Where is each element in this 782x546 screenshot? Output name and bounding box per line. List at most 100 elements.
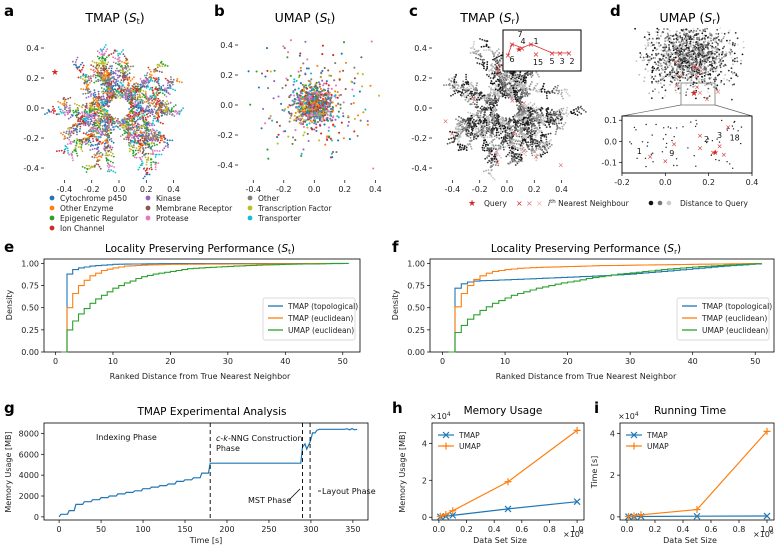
panel-a-point <box>76 131 78 134</box>
panel-a-point <box>145 85 148 88</box>
panel-b-point <box>304 84 307 87</box>
panel-a-point <box>64 145 67 147</box>
panel-b-point <box>350 80 353 83</box>
panel-a-point <box>82 74 85 77</box>
panel-b-point <box>332 54 335 57</box>
panel-a-point <box>164 77 167 80</box>
panel-b-point <box>309 108 312 111</box>
panel-a-point <box>143 175 146 178</box>
panel-b-point <box>306 126 309 129</box>
panel-b-point <box>302 100 305 104</box>
panel-a-point <box>82 78 84 80</box>
panel-a-point <box>86 118 89 120</box>
panel-a-point <box>89 102 91 105</box>
panel-a-point <box>79 146 82 148</box>
panel-a-ytick-label: -0.4 <box>23 164 39 173</box>
panel-a-point <box>81 115 83 118</box>
panel-a-point <box>105 50 107 53</box>
panel-b-point <box>327 126 331 129</box>
panel-a-point <box>101 100 103 102</box>
panel-c-point <box>500 142 503 145</box>
panel-b-point <box>310 112 313 116</box>
panel-c-point <box>477 129 480 131</box>
panel-a-point <box>110 99 113 102</box>
panel-a-point <box>122 121 125 124</box>
panel-b-point <box>266 148 269 151</box>
panel-a-point <box>118 92 120 94</box>
panel-a-point <box>86 113 89 115</box>
panel-a-point <box>155 87 157 90</box>
panel-a-point <box>117 58 120 60</box>
panel-c-point <box>558 111 561 113</box>
panel-a-point <box>75 150 77 153</box>
panel-a-point <box>102 96 105 98</box>
panel-a-point <box>115 80 118 83</box>
legend-label-9: Ion Channel <box>60 224 105 233</box>
panel-a-point <box>136 126 138 129</box>
panel-b-point <box>293 94 296 97</box>
panel-a-point <box>70 114 73 116</box>
panel-a-point <box>159 106 162 108</box>
panel-b-point <box>303 97 306 100</box>
panel-b-point <box>298 114 302 117</box>
panel-a-point <box>103 88 106 91</box>
panel-c-point <box>518 112 521 115</box>
panel-a-point <box>139 143 142 146</box>
panel-a-point <box>86 84 89 87</box>
panel-a-point <box>90 80 93 82</box>
panel-b-point <box>295 119 298 122</box>
panel-a-point <box>112 141 115 144</box>
panel-a-point <box>147 121 150 123</box>
panel-a-point <box>141 92 143 95</box>
panel-b-point <box>330 139 333 142</box>
panel-c-point <box>556 127 559 130</box>
panel-a-point <box>147 97 150 100</box>
panel-a-point <box>156 143 158 146</box>
panel-a-point <box>109 165 111 168</box>
panel-b-point <box>278 124 281 127</box>
panel-a-point <box>137 102 140 105</box>
panel-a-point <box>150 102 153 104</box>
panel-b-point <box>304 94 307 97</box>
panel-a-point <box>136 123 139 126</box>
panel-a-point <box>86 121 89 124</box>
panel-a-point <box>132 141 135 144</box>
panel-a-point <box>150 158 152 161</box>
panel-a-point <box>147 159 150 162</box>
panel-a-point <box>150 70 152 73</box>
panel-a-point <box>166 142 169 144</box>
panel-c-point <box>492 176 494 179</box>
panel-a-point <box>119 69 122 72</box>
panel-c-point <box>509 144 512 147</box>
panel-a-point <box>112 56 114 59</box>
panel-a-point <box>82 93 85 95</box>
legend-marker-8 <box>247 215 253 221</box>
panel-a-point <box>131 112 134 115</box>
panel-a-point <box>128 150 131 153</box>
panel-c-point <box>546 120 548 123</box>
panel-a-point <box>135 99 138 102</box>
panel-a-point <box>149 75 152 78</box>
panel-a-point <box>169 93 171 96</box>
panel-b-ytick-label: 0.4 <box>220 41 233 50</box>
panel-b-point <box>267 117 271 120</box>
panel-a-point <box>80 122 83 125</box>
panel-a-point <box>134 98 137 100</box>
panel-a-point <box>116 90 119 92</box>
panel-a-point <box>165 95 168 98</box>
panel-c-point <box>519 144 522 147</box>
panel-b-point <box>307 101 310 104</box>
panel-a-point <box>101 61 104 63</box>
panel-a-point <box>114 95 117 98</box>
panel-b-point <box>308 85 311 88</box>
panel-a-point <box>133 90 135 93</box>
panel-a-point <box>73 129 76 132</box>
panel-c-point <box>526 135 529 138</box>
panel-a-point <box>44 113 46 115</box>
panel-a-point <box>137 106 140 109</box>
panel-b-point <box>338 70 341 73</box>
panel-a-point <box>131 78 134 80</box>
panel-a-point <box>134 133 137 135</box>
panel-a-point <box>146 173 149 176</box>
panel-a-point <box>87 76 89 79</box>
